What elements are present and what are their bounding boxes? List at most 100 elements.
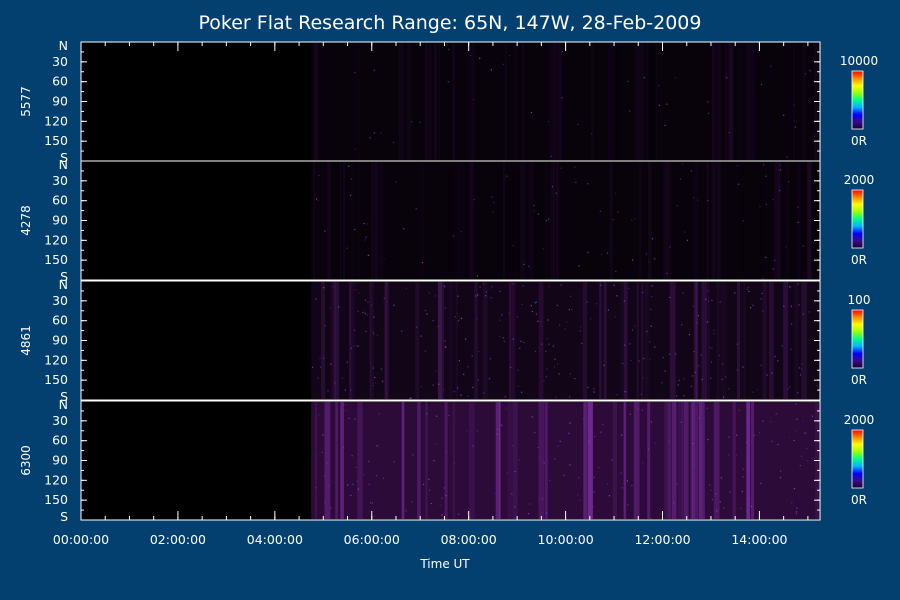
speckle [558,373,560,375]
intensity-streak [583,402,587,519]
y-tick-label: 60 [52,433,68,448]
speckle [523,263,525,265]
intensity-streak [647,402,651,519]
speckle [501,314,503,316]
speckle [790,287,792,289]
speckle [781,345,783,347]
speckle [806,448,808,450]
speckle [723,507,725,509]
speckle [454,316,456,318]
speckle [448,414,450,417]
speckle [435,443,437,445]
speckle [726,77,728,79]
speckle [457,295,459,297]
speckle [458,513,460,515]
intensity-streak [407,43,411,160]
speckle [330,507,332,509]
speckle [577,123,579,126]
speckle [428,292,430,294]
speckle [591,133,593,135]
speckle [555,192,557,194]
speckle [363,222,365,225]
speckle [664,124,666,127]
intensity-streak [765,162,767,279]
speckle [527,513,530,515]
speckle [690,385,692,387]
speckle [651,285,653,287]
speckle [799,465,801,467]
y-tick-label: 150 [44,372,68,387]
speckle [706,407,708,410]
speckle [654,346,656,348]
speckle [330,363,332,365]
x-tick-label: 04:00:00 [247,532,303,547]
intensity-streak [610,43,615,160]
speckle [316,198,318,200]
speckle [421,262,424,264]
speckle [520,340,522,342]
intensity-streak [746,402,750,519]
speckle [621,487,623,489]
speckle [790,305,792,307]
colorbar-max-label: 2000 [844,413,875,427]
intensity-streak [695,282,698,399]
plot-area [81,42,820,161]
speckle [564,328,566,330]
speckle [501,424,503,426]
speckle [535,301,537,303]
speckle [736,343,738,345]
speckle [541,343,543,345]
speckle [541,498,544,500]
speckle [350,194,352,197]
speckle [357,488,359,490]
speckle [356,480,358,482]
speckle [628,287,630,290]
speckle [315,298,317,300]
speckle [747,463,749,465]
speckle [534,302,536,304]
speckle [376,445,378,447]
colorbar-max-label: 10000 [840,54,878,68]
speckle [365,330,367,332]
intensity-streak [807,162,812,279]
intensity-streak [314,43,317,160]
intensity-streak [544,402,548,519]
speckle [441,497,443,499]
intensity-streak [324,402,331,519]
speckle [649,358,651,360]
speckle [409,397,411,400]
speckle [779,164,782,166]
speckle [559,324,561,326]
speckle [580,326,582,328]
speckle [801,368,803,370]
speckle [543,462,545,464]
speckle [793,488,796,490]
intensity-streak [315,402,317,519]
speckle [517,385,520,387]
x-tick-label: 08:00:00 [441,532,497,547]
speckle [780,470,782,472]
intensity-streak [633,402,640,519]
speckle [746,419,748,421]
speckle [560,284,562,286]
speckle [446,450,448,453]
speckle [327,485,329,487]
speckle [574,378,576,380]
colorbar-min-label: 0R [851,373,867,387]
speckle [734,292,736,294]
speckle [479,286,481,288]
speckle [798,367,801,369]
speckle [412,454,414,456]
speckle [692,442,694,445]
speckle [460,317,463,319]
speckle [569,464,571,466]
speckle [679,178,681,180]
speckle [534,350,536,353]
speckle [762,420,764,422]
intensity-streak [769,282,774,399]
speckle [368,483,370,485]
speckle [546,512,548,514]
speckle [502,63,504,65]
speckle [696,322,698,324]
intensity-streak [737,282,740,399]
